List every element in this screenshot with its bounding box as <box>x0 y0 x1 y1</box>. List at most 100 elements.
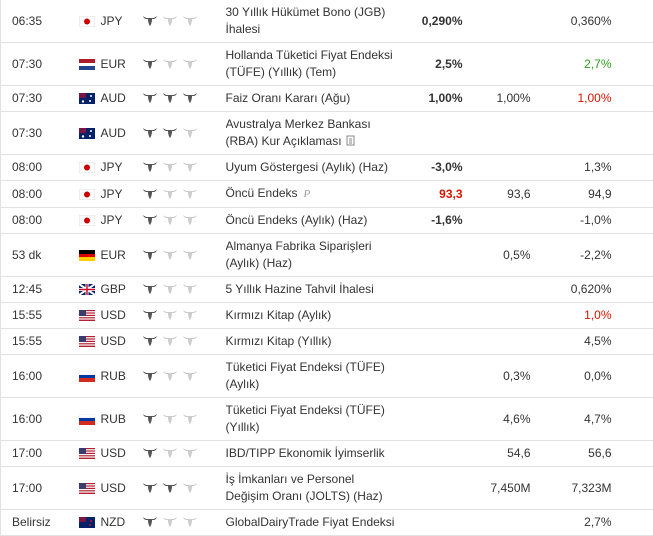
previous <box>536 112 617 155</box>
bull-icon <box>162 516 178 528</box>
event: Tüketici Fiyat Endeksi (TÜFE)(Yıllık) <box>226 398 406 441</box>
event: Hollanda Tüketici Fiyat Endeksi (TÜFE) (Y… <box>226 43 406 86</box>
forecast: 1,00% <box>468 86 536 112</box>
flag <box>79 414 95 425</box>
event: Faiz Oranı Kararı (Ağu) <box>226 86 406 112</box>
event-line: Kırmızı Kitap (Aylık) <box>226 308 332 322</box>
importance <box>138 0 226 43</box>
bull-icon <box>142 161 158 173</box>
previous: 0,360% <box>536 0 617 43</box>
actual: 93,3 <box>406 181 468 208</box>
currency-cell: JPY <box>71 0 138 43</box>
event: Almanya Fabrika Siparişleri(Aylık) (Haz) <box>226 234 406 277</box>
time: 07:30 <box>1 43 71 86</box>
bull-icon <box>182 516 198 528</box>
spacer <box>617 277 653 303</box>
actual <box>406 277 468 303</box>
event-line: 5 Yıllık Hazine Tahvil İhalesi <box>226 282 374 296</box>
bull-icon <box>162 309 178 321</box>
actual <box>406 355 468 398</box>
actual <box>406 303 468 329</box>
spacer <box>617 510 653 536</box>
flag <box>79 93 95 104</box>
bull-icon <box>182 447 198 459</box>
forecast: 0,3% <box>468 355 536 398</box>
previous: 2,7% <box>536 43 617 86</box>
actual <box>406 467 468 510</box>
importance <box>138 329 226 355</box>
event-line: 30 Yıllık Hükümet Bono (JGB) <box>226 5 386 19</box>
bull-icon <box>162 161 178 173</box>
bull-icon <box>142 92 158 104</box>
bull-icon <box>142 413 158 425</box>
importance <box>138 398 226 441</box>
time: 15:55 <box>1 303 71 329</box>
actual: -3,0% <box>406 155 468 181</box>
bull-icon <box>142 58 158 70</box>
actual <box>406 510 468 536</box>
event: 30 Yıllık Hükümet Bono (JGB)İhalesi <box>226 0 406 43</box>
event-line: (Aylık) <box>226 377 260 391</box>
previous: -1,0% <box>536 208 617 234</box>
time: 08:00 <box>1 155 71 181</box>
importance <box>138 112 226 155</box>
flag <box>79 483 95 494</box>
currency-cell: AUD <box>71 86 138 112</box>
actual: 0,290% <box>406 0 468 43</box>
importance <box>138 43 226 86</box>
event-line: (TÜFE) (Yıllık) (Tem) <box>226 65 337 79</box>
forecast <box>468 0 536 43</box>
previous: 1,00% <box>536 86 617 112</box>
forecast <box>468 303 536 329</box>
importance <box>138 277 226 303</box>
time: 16:00 <box>1 398 71 441</box>
event-line: Hollanda Tüketici Fiyat Endeksi <box>226 48 393 62</box>
flag <box>79 215 95 226</box>
event-line: (Aylık) (Haz) <box>226 256 292 270</box>
spacer <box>617 441 653 467</box>
event: Avustralya Merkez Bankası(RBA) Kur Açıkl… <box>226 112 406 155</box>
spacer <box>617 234 653 277</box>
bull-icon <box>182 283 198 295</box>
spacer <box>617 155 653 181</box>
currency: AUD <box>101 126 126 140</box>
currency-cell: EUR <box>71 43 138 86</box>
bull-icon <box>182 482 198 494</box>
bull-icon <box>182 92 198 104</box>
currency: USD <box>101 334 126 348</box>
bull-icon <box>142 283 158 295</box>
currency: JPY <box>101 213 123 227</box>
bull-icon <box>182 413 198 425</box>
bull-icon <box>182 309 198 321</box>
flag <box>79 336 95 347</box>
importance <box>138 86 226 112</box>
spacer <box>617 181 653 208</box>
spacer <box>617 329 653 355</box>
event: IBD/TIPP Ekonomik İyimserlik <box>226 441 406 467</box>
actual <box>406 329 468 355</box>
event-line: Değişim Oranı (JOLTS) (Haz) <box>226 489 383 503</box>
bull-icon <box>182 249 198 261</box>
flag <box>79 310 95 321</box>
event-line: IBD/TIPP Ekonomik İyimserlik <box>226 446 385 460</box>
importance <box>138 155 226 181</box>
time: 15:55 <box>1 329 71 355</box>
forecast: 4,6% <box>468 398 536 441</box>
event-line: Avustralya Merkez Bankası <box>226 117 371 131</box>
previous: 0,0% <box>536 355 617 398</box>
bull-icon <box>162 283 178 295</box>
importance <box>138 510 226 536</box>
bull-icon <box>182 370 198 382</box>
